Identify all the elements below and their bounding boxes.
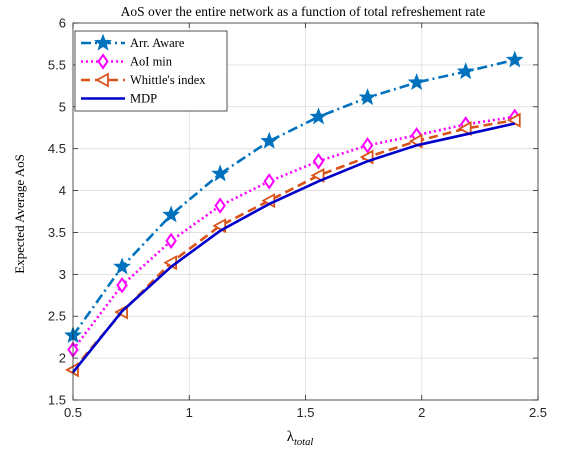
x-axis-label-subscript: total — [294, 437, 313, 448]
series-layer — [64, 50, 524, 378]
y-tick-label: 2 — [59, 351, 66, 366]
y-tick-label: 5 — [59, 99, 66, 114]
series-mdp — [71, 122, 516, 374]
data-point-whittle-s-index — [457, 121, 472, 137]
y-tick-label: 4.5 — [48, 141, 66, 156]
y-tick-label: 5.5 — [48, 57, 66, 72]
ticks: 0.5 1 1.5 2 2.5 1.5 2 2.5 3 3.5 4 4.5 5 5.5 6 — [48, 16, 547, 421]
legend-marker-arr-aware — [94, 33, 112, 51]
data-point-aoi-min — [165, 232, 177, 250]
data-point-whittle-s-index — [65, 362, 79, 378]
legend-marker-whittle-s-index — [95, 72, 109, 88]
data-point-arr-aware — [211, 164, 230, 182]
y-tick-label: 3.5 — [48, 225, 66, 240]
legend-label-mdp: MDP — [130, 92, 157, 106]
series-whittle-s-index — [65, 112, 521, 378]
data-point-aoi-min — [263, 173, 275, 190]
data-point-arr-aware — [358, 88, 377, 106]
series-line-whittle-s-index — [72, 118, 515, 371]
series-line-arr-aware — [71, 58, 516, 337]
data-point-arr-aware — [456, 62, 475, 80]
x-tick-label: 0.5 — [64, 405, 82, 420]
y-tick-label: 2.5 — [48, 309, 66, 324]
y-tick-label: 6 — [59, 16, 66, 31]
data-point-arr-aware — [407, 73, 426, 91]
data-point-arr-aware — [505, 50, 524, 68]
x-axis-label-symbol: λ — [287, 429, 295, 445]
data-point-aoi-min — [116, 276, 128, 294]
x-axis-label: λtotal — [287, 429, 314, 448]
data-point-arr-aware — [309, 107, 328, 125]
data-point-aoi-min — [361, 137, 374, 154]
chart-title: AoS over the entire network as a functio… — [121, 4, 486, 19]
y-tick-label: 3 — [59, 267, 66, 282]
legend: Arr. Aware AoI min Whittle's index MDP — [74, 30, 228, 112]
data-point-arr-aware — [162, 205, 181, 223]
y-axis-label: Expected Average AoS — [12, 154, 27, 274]
legend-label-aoi-min: AoI min — [130, 55, 173, 69]
data-point-whittle-s-index — [310, 167, 325, 183]
data-point-aoi-min — [214, 197, 226, 214]
legend-label-whittle-s-index: Whittle's index — [130, 73, 206, 87]
legend-marker-aoi-min — [97, 53, 109, 70]
series-line-aoi-min — [71, 115, 515, 351]
series-aoi-min — [67, 108, 521, 358]
x-tick-label: 2.5 — [529, 405, 547, 420]
series-line-mdp — [71, 122, 516, 374]
data-point-arr-aware — [113, 257, 131, 275]
y-tick-label: 1.5 — [48, 393, 66, 408]
x-tick-label: 1.5 — [296, 405, 314, 420]
data-point-arr-aware — [260, 131, 279, 149]
data-point-aoi-min — [312, 152, 325, 170]
y-tick-label: 4 — [59, 183, 66, 198]
x-tick-label: 2 — [418, 405, 425, 420]
x-tick-label: 1 — [186, 405, 193, 420]
legend-label-arr-aware: Arr. Aware — [130, 36, 185, 50]
series-arr-aware — [64, 50, 524, 344]
